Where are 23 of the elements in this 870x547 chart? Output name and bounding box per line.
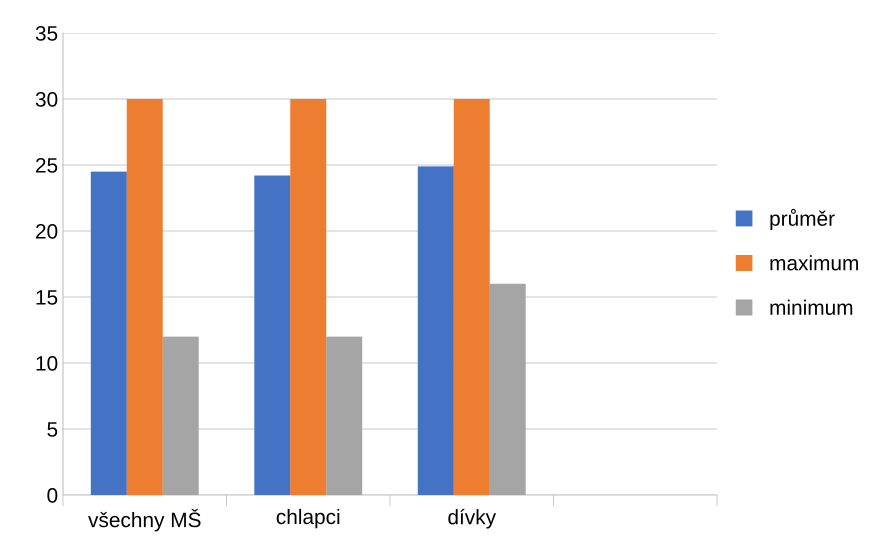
bar — [126, 99, 163, 495]
bar — [490, 284, 526, 495]
y-tick-label: 20 — [36, 224, 58, 239]
bar — [90, 172, 127, 495]
bar — [418, 166, 454, 495]
x-tick-label: dívky — [448, 508, 496, 529]
y-tick-label: 35 — [36, 26, 58, 41]
bar — [290, 99, 326, 495]
y-tick-label: 30 — [36, 92, 58, 107]
y-tick-label: 15 — [36, 290, 58, 305]
x-tick-label: chlapci — [276, 508, 340, 528]
bar — [254, 176, 290, 495]
bar — [454, 99, 490, 495]
x-tick-label: všechny MŠ — [88, 508, 201, 532]
legend-label: maximum — [770, 255, 858, 270]
bar — [326, 336, 362, 495]
y-tick-label: 10 — [36, 356, 58, 371]
y-tick-label: 25 — [36, 158, 58, 173]
bar — [162, 336, 199, 495]
y-tick-label: 0 — [47, 488, 58, 503]
legend-label: průměr — [770, 208, 835, 230]
y-tick-label: 5 — [47, 422, 58, 437]
legend-label: minimum — [770, 300, 852, 315]
